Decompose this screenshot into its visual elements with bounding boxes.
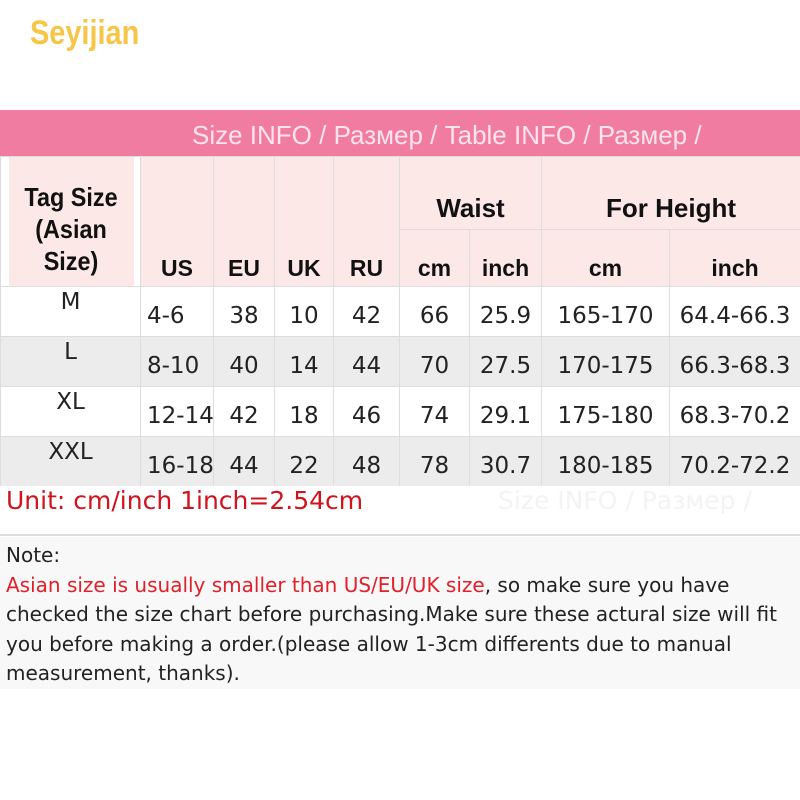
table-cell: 170-175	[541, 336, 671, 387]
table-cell: 10	[274, 286, 334, 337]
table-cell: 42	[213, 386, 275, 437]
watermark: Size INFO / Размер /	[498, 486, 752, 515]
table-cell: 64.4-66.3	[669, 286, 800, 337]
table-cell: 180-185	[541, 436, 671, 487]
table-cell: 175-180	[541, 386, 671, 437]
header-ru: RU	[333, 156, 400, 287]
table-row: XL 12-14 42 18 46 74 29.1 175-180 68.3-70.2	[0, 386, 800, 437]
table-cell: 44	[333, 336, 400, 387]
table-cell: 40	[213, 336, 275, 387]
table-row: XXL 16-18 44 22 48 78 30.7 180-185 70.2-72.2	[0, 436, 800, 487]
table-cell: 48	[333, 436, 400, 487]
table-cell: 165-170	[541, 286, 671, 337]
table-cell: 44	[213, 436, 275, 487]
header-uk: UK	[274, 156, 334, 287]
table-cell: 16-18	[140, 436, 214, 487]
table-cell: M	[0, 286, 141, 337]
table-cell: 25.9	[468, 286, 543, 337]
note-highlight: Asian size is usually smaller than US/EU…	[6, 572, 485, 597]
brand-logo: Seyijian	[30, 14, 140, 52]
note-text: , so make sure you have checked the size…	[6, 572, 777, 686]
table-cell: 4-6	[140, 286, 214, 337]
note-label: Note:	[6, 543, 61, 567]
header-waist-inch: inch	[468, 229, 543, 287]
unit-note: Unit: cm/inch 1inch=2.54cm Size INFO / Ра…	[0, 486, 800, 536]
table-row: M 4-6 38 10 42 66 25.9 165-170 64.4-66.3	[0, 286, 800, 337]
table-cell: L	[0, 336, 141, 387]
header-tag-size: Tag Size (Asian Size)	[7, 156, 134, 287]
table-cell: 46	[333, 386, 400, 437]
table-cell: 68.3-70.2	[669, 386, 800, 437]
table-cell: 18	[274, 386, 334, 437]
table-cell: 74	[399, 386, 470, 437]
table-cell: 27.5	[468, 336, 543, 387]
table-cell: 42	[333, 286, 400, 337]
table-cell: 30.7	[468, 436, 543, 487]
header-waist: Waist	[398, 156, 543, 230]
table-cell: 14	[274, 336, 334, 387]
table-cell: 66	[399, 286, 470, 337]
table-cell: XXL	[0, 436, 141, 487]
header-us: US	[140, 156, 214, 287]
table-cell: XL	[0, 386, 141, 437]
table-cell: 29.1	[468, 386, 543, 437]
table-cell: 66.3-68.3	[669, 336, 800, 387]
table-cell: 70	[399, 336, 470, 387]
table-cell: 12-14	[140, 386, 214, 437]
size-table: Tag Size (Asian Size) US EU UK RU Waist …	[0, 156, 800, 487]
note-box: Note: Asian size is usually smaller than…	[0, 537, 800, 689]
banner: Size INFO / Размер / Table INFO / Размер…	[0, 110, 800, 156]
unit-text: Unit: cm/inch 1inch=2.54cm	[6, 486, 364, 515]
table-row: L 8-10 40 14 44 70 27.5 170-175 66.3-68.3	[0, 336, 800, 387]
table-cell: 22	[274, 436, 334, 487]
header-eu: EU	[213, 156, 275, 287]
table-cell: 78	[399, 436, 470, 487]
table-cell: 70.2-72.2	[669, 436, 800, 487]
table-cell: 38	[213, 286, 275, 337]
header-height-cm: cm	[541, 229, 671, 287]
header-height: For Height	[541, 156, 800, 230]
table-cell: 8-10	[140, 336, 214, 387]
header-waist-cm: cm	[399, 229, 470, 287]
header-height-inch: inch	[669, 229, 800, 287]
